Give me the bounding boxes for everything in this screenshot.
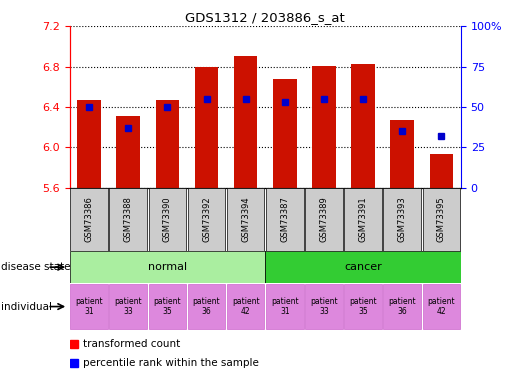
Text: transformed count: transformed count [83,339,180,349]
Bar [70,251,265,283]
Text: GSM73386: GSM73386 [84,196,94,242]
Bar [116,116,140,188]
Text: patient
33: patient 33 [310,297,338,316]
Bar [384,188,421,251]
Bar [351,63,375,188]
Text: GSM73394: GSM73394 [241,196,250,242]
Bar [149,284,186,329]
Bar [430,154,453,188]
Bar [71,284,108,329]
Text: cancer: cancer [344,262,382,272]
Bar [156,100,179,188]
Text: GSM73395: GSM73395 [437,196,446,242]
Text: patient
33: patient 33 [114,297,142,316]
Text: GSM73389: GSM73389 [319,196,329,242]
Bar [188,188,225,251]
Bar [227,284,264,329]
Bar [390,120,414,188]
Text: normal: normal [148,262,187,272]
Bar [110,284,147,329]
Bar [71,188,108,251]
Bar [423,284,460,329]
Text: patient
31: patient 31 [75,297,103,316]
Bar [77,100,101,188]
Bar [266,188,303,251]
Text: patient
42: patient 42 [427,297,455,316]
Text: patient
36: patient 36 [193,297,220,316]
Text: GSM73391: GSM73391 [358,196,368,242]
Text: disease state: disease state [1,262,71,272]
Bar [384,284,421,329]
Text: individual: individual [1,302,52,312]
Bar [195,67,218,188]
Bar [188,284,225,329]
Text: patient
35: patient 35 [349,297,377,316]
Bar [305,188,342,251]
Bar [149,188,186,251]
Bar [345,284,382,329]
Text: percentile rank within the sample: percentile rank within the sample [83,358,259,368]
Text: patient
35: patient 35 [153,297,181,316]
Bar [266,284,303,329]
Bar [110,188,147,251]
Text: GSM73393: GSM73393 [398,196,407,242]
Title: GDS1312 / 203886_s_at: GDS1312 / 203886_s_at [185,11,345,24]
Bar [305,284,342,329]
Text: GSM73392: GSM73392 [202,196,211,242]
Bar [312,66,336,188]
Bar [345,188,382,251]
Bar [234,57,258,188]
Bar [227,188,264,251]
Text: patient
36: patient 36 [388,297,416,316]
Text: patient
42: patient 42 [232,297,260,316]
Text: GSM73388: GSM73388 [124,196,133,242]
Bar [423,188,460,251]
Text: GSM73387: GSM73387 [280,196,289,242]
Bar [273,79,297,188]
Text: GSM73390: GSM73390 [163,196,172,242]
Bar [265,251,461,283]
Text: patient
31: patient 31 [271,297,299,316]
